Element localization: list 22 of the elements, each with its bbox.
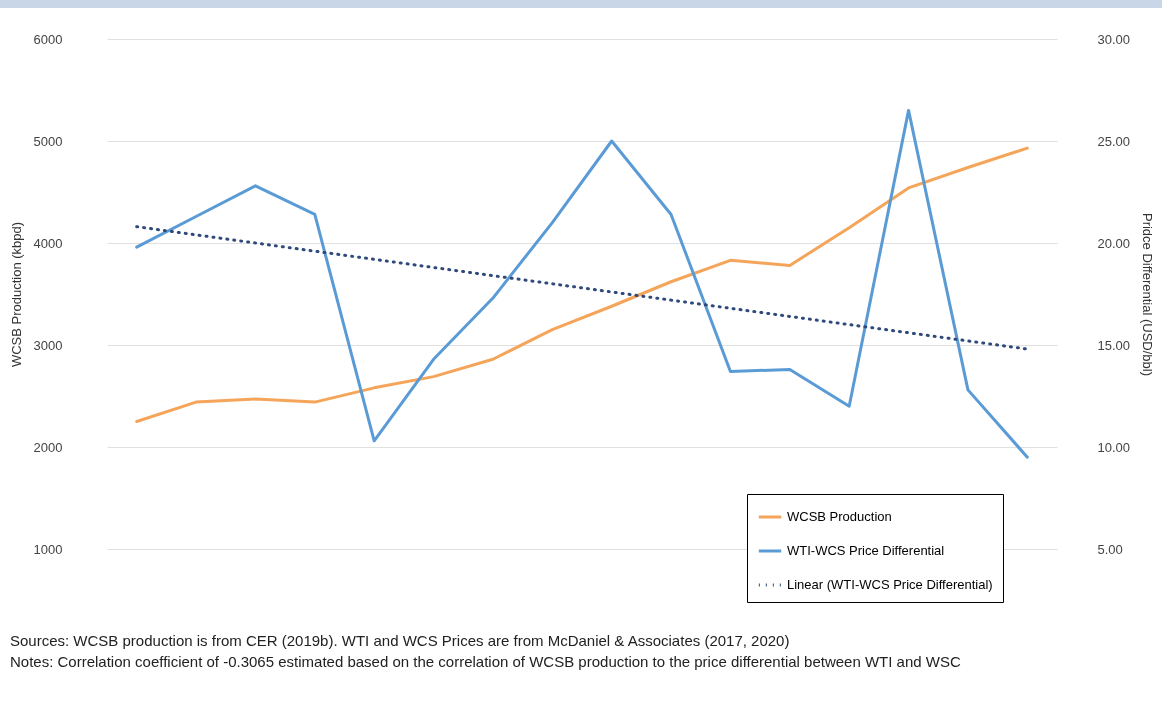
y2-axis-title: Pridce Differential (USD/bbl) (1140, 212, 1156, 377)
y2-tick-label: 10.00 (1097, 439, 1131, 455)
y2-tick-label: 5.00 (1097, 541, 1123, 557)
text: Notes: Correlation coefficient of -0.3065 estimated based on the correlation of WCSB production to the price differential between WTI and WSC (10, 653, 962, 670)
y2-tick-label: 15.00 (1097, 337, 1131, 353)
y2-tick-label: 30.00 (1097, 31, 1131, 47)
y-tick-label: 4000 (33, 235, 63, 251)
y-tick-label: 5000 (33, 133, 63, 149)
source-note: Sources: WCSB production is from CER (2019b). WTI and WCS Prices are from McDaniel & Associates (2017, 2020) (10, 632, 791, 649)
line-series (135, 225, 1029, 351)
line-series (135, 146, 1029, 423)
y2-tick-label: 25.00 (1097, 133, 1131, 149)
y-axis-title: WCSB Production (kbpd) (8, 221, 24, 368)
legend-label: WCSB Production (787, 509, 892, 524)
y-tick-label: 3000 (33, 337, 63, 353)
legend-label: Linear (WTI-WCS Price Differential) (787, 577, 993, 592)
legend-label: WTI-WCS Price Differential (787, 543, 945, 558)
y-tick-label: 1000 (33, 541, 63, 557)
y-tick-label: 6000 (33, 31, 63, 47)
y-tick-label: 2000 (33, 439, 63, 455)
y2-tick-label: 20.00 (1097, 235, 1131, 251)
line-series (135, 108, 1029, 459)
